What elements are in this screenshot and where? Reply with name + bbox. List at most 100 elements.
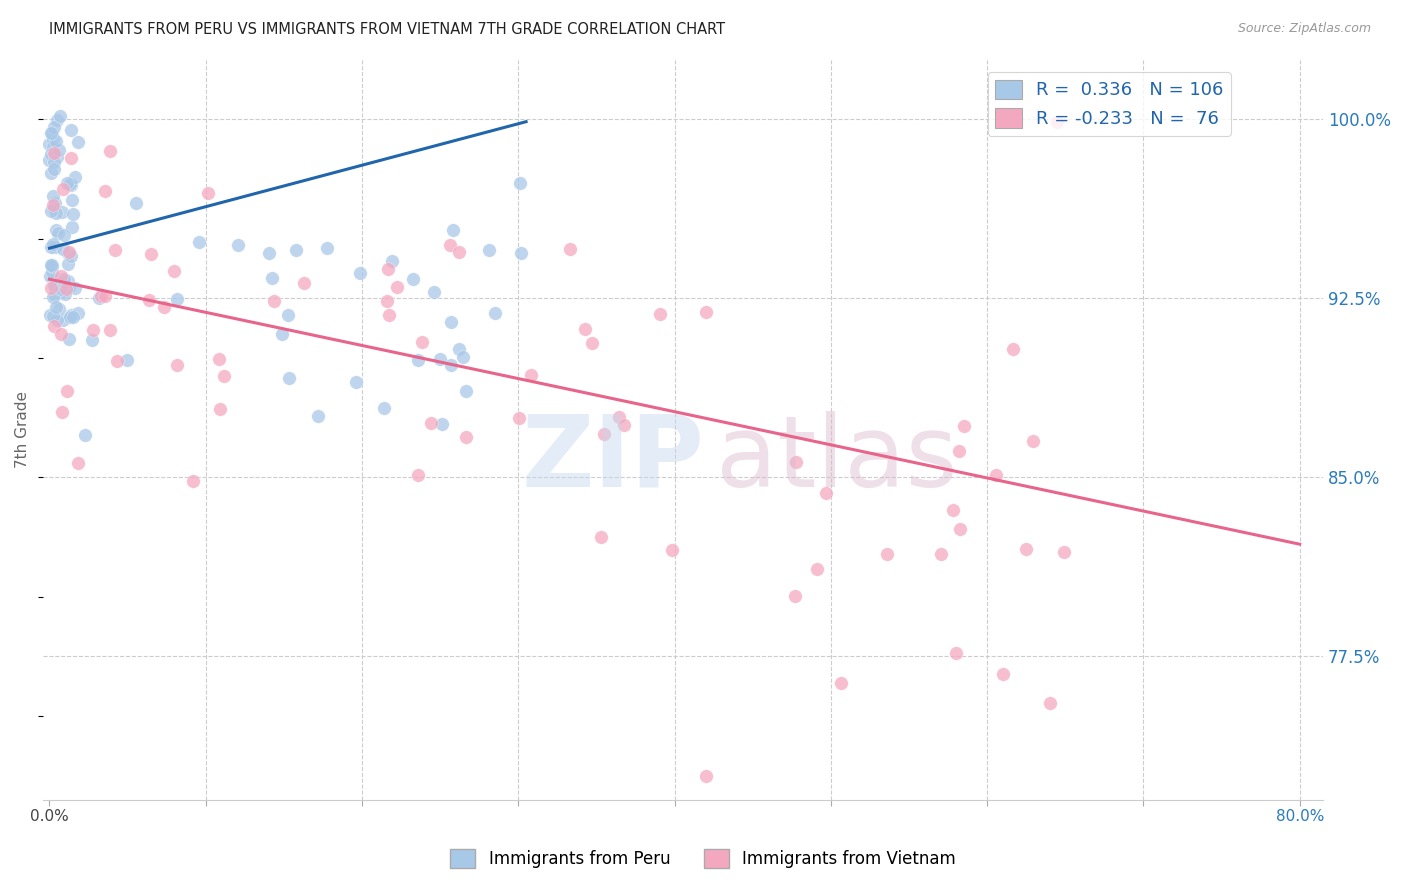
Point — [52, 242, 75, 256]
Point — [46, 227, 69, 241]
Point — [508, 411, 530, 425]
Point — [430, 417, 453, 431]
Point — [56, 274, 79, 288]
Point — [56, 246, 79, 260]
Point — [440, 315, 463, 329]
Point — [104, 243, 127, 257]
Point — [401, 271, 423, 285]
Point — [385, 280, 408, 294]
Text: IMMIGRANTS FROM PERU VS IMMIGRANTS FROM VIETNAM 7TH GRADE CORRELATION CHART: IMMIGRANTS FROM PERU VS IMMIGRANTS FROM … — [49, 22, 725, 37]
Point — [188, 235, 211, 249]
Point — [62, 310, 84, 325]
Point — [42, 309, 65, 323]
Point — [59, 177, 82, 191]
Point — [41, 290, 63, 304]
Point — [41, 258, 63, 272]
Point — [44, 240, 66, 254]
Point — [39, 126, 62, 140]
Point — [612, 418, 634, 433]
Point — [1015, 542, 1038, 557]
Point — [589, 530, 612, 544]
Point — [581, 335, 603, 350]
Point — [65, 170, 87, 185]
Point — [100, 323, 122, 337]
Point — [420, 416, 443, 430]
Point — [42, 188, 65, 202]
Point — [59, 178, 82, 193]
Point — [48, 280, 70, 294]
Point — [52, 284, 75, 298]
Point — [510, 246, 533, 260]
Text: ZIP: ZIP — [522, 410, 704, 508]
Point — [42, 139, 65, 153]
Point — [38, 153, 60, 167]
Point — [181, 474, 204, 488]
Legend: R =  0.336   N = 106, R = -0.233   N =  76: R = 0.336 N = 106, R = -0.233 N = 76 — [987, 72, 1230, 136]
Point — [284, 243, 307, 257]
Point — [45, 301, 67, 315]
Point — [39, 204, 62, 219]
Point — [42, 277, 65, 292]
Point — [378, 308, 401, 322]
Point — [62, 207, 84, 221]
Point — [441, 223, 464, 237]
Y-axis label: 7th Grade: 7th Grade — [15, 391, 30, 468]
Point — [59, 151, 82, 165]
Point — [447, 342, 470, 356]
Point — [44, 195, 66, 210]
Point — [406, 353, 429, 368]
Point — [1046, 114, 1069, 128]
Point — [41, 133, 63, 147]
Point — [98, 144, 121, 158]
Point — [41, 147, 63, 161]
Point — [45, 280, 67, 294]
Point — [440, 359, 463, 373]
Point — [478, 243, 501, 257]
Point — [212, 368, 235, 383]
Point — [558, 242, 581, 256]
Point — [53, 275, 76, 289]
Point — [509, 176, 531, 190]
Point — [44, 162, 66, 177]
Point — [42, 145, 65, 160]
Point — [51, 404, 73, 418]
Point — [945, 646, 967, 660]
Point — [51, 313, 73, 327]
Point — [166, 292, 188, 306]
Point — [138, 293, 160, 307]
Point — [375, 294, 398, 309]
Point — [63, 281, 86, 295]
Point — [49, 326, 72, 341]
Point — [39, 240, 62, 254]
Point — [695, 769, 717, 783]
Point — [42, 236, 65, 251]
Point — [44, 147, 66, 161]
Point — [46, 112, 69, 127]
Point — [1039, 696, 1062, 710]
Point — [447, 245, 470, 260]
Point — [42, 120, 65, 134]
Point — [153, 300, 176, 314]
Point — [830, 675, 852, 690]
Point — [49, 268, 72, 283]
Point — [208, 402, 231, 417]
Point — [58, 280, 80, 294]
Point — [58, 332, 80, 346]
Point — [58, 245, 80, 260]
Point — [1053, 545, 1076, 559]
Point — [277, 308, 299, 322]
Point — [93, 184, 115, 198]
Point — [785, 455, 807, 469]
Point — [949, 522, 972, 536]
Point — [67, 456, 90, 470]
Point — [593, 427, 616, 442]
Point — [439, 238, 461, 252]
Point — [45, 206, 67, 220]
Point — [45, 313, 67, 327]
Point — [307, 409, 329, 423]
Point — [45, 134, 67, 148]
Point — [39, 258, 62, 272]
Point — [56, 384, 79, 398]
Point — [39, 166, 62, 180]
Point — [60, 219, 83, 234]
